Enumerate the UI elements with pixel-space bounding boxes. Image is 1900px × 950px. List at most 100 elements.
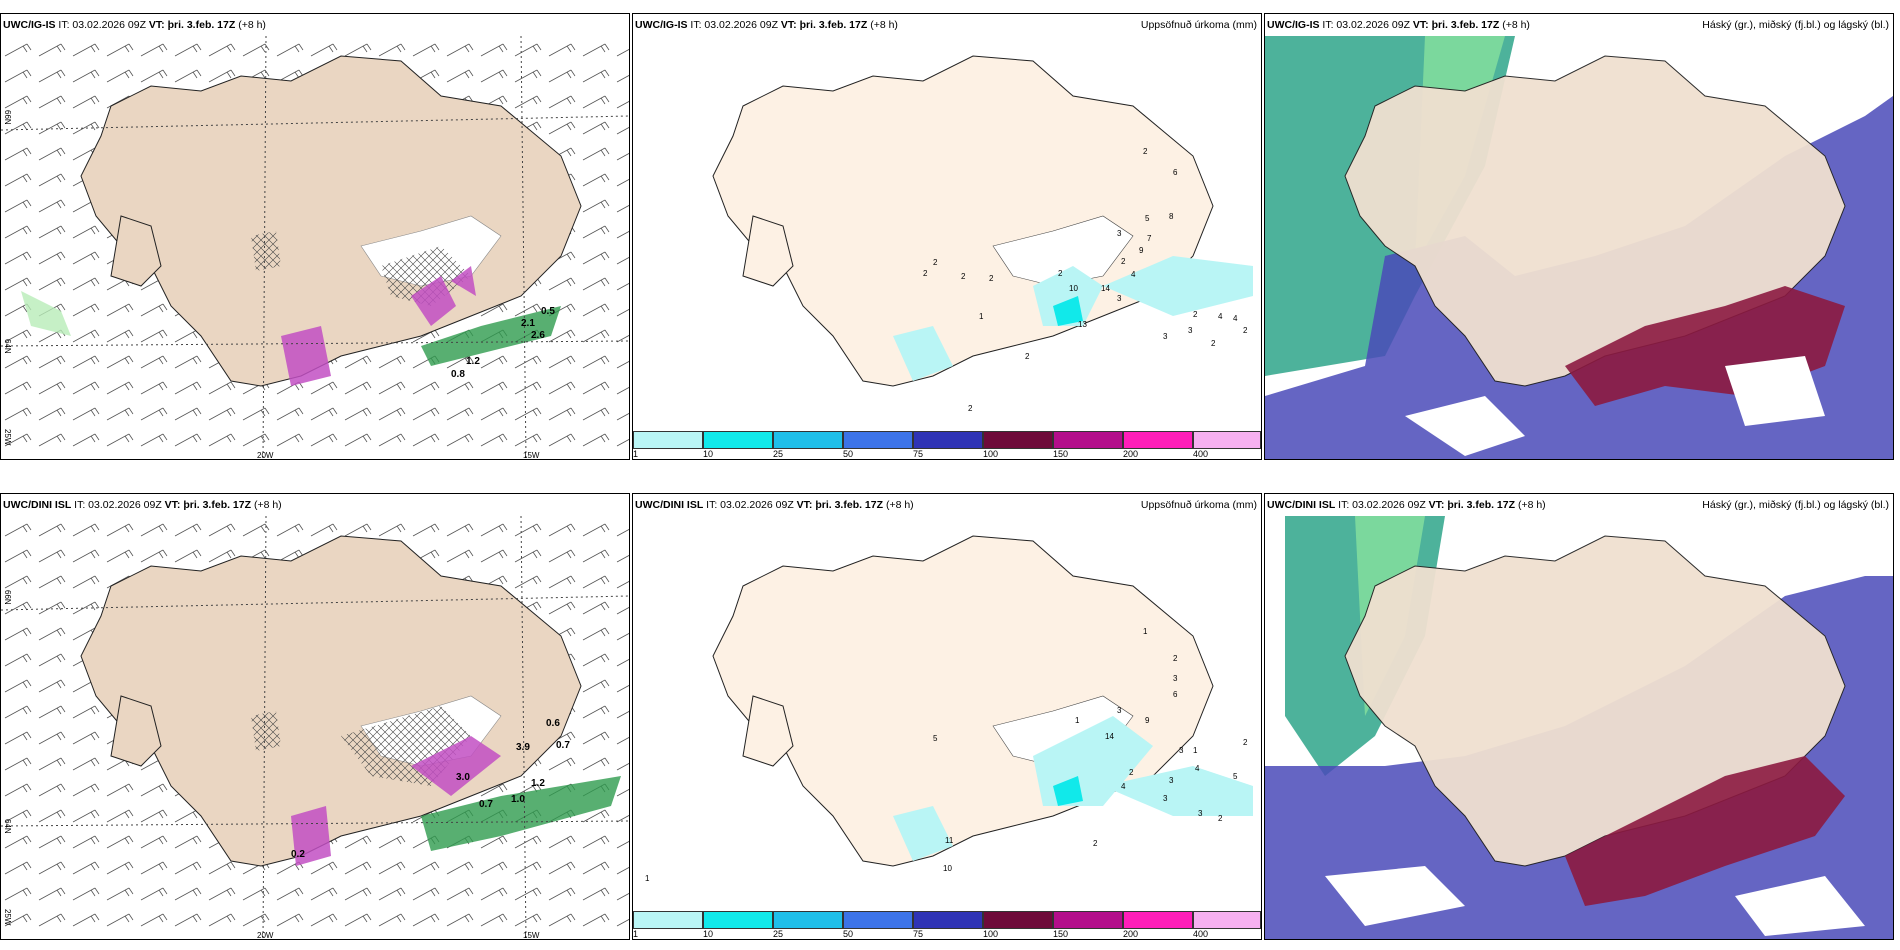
- lon-label: 15W: [523, 931, 540, 940]
- precip-colorbar: 1 10 25 50 75 100 150 200 400: [633, 911, 1261, 939]
- panel-header: UWC/DINI ISL IT: 03.02.2026 09Z VT: þri.…: [3, 499, 282, 511]
- wind-value-label: 2.6: [531, 330, 545, 341]
- colorbar-swatch: [983, 431, 1053, 449]
- colorbar-tick: 100: [983, 449, 999, 459]
- precip-value-label: 1: [645, 874, 650, 883]
- precip-value-label: 2: [1173, 654, 1178, 663]
- precip-value-label: 1: [1193, 746, 1198, 755]
- lat-label: 64N: [3, 819, 12, 834]
- cloud-map: [1265, 36, 1893, 459]
- precip-value-label: 2: [1243, 326, 1248, 335]
- precip-value-label: 3: [1169, 776, 1174, 785]
- precip-value-label: 10: [1069, 284, 1078, 293]
- wind-value-label: 3.0: [456, 772, 470, 783]
- precip-value-label: 9: [1145, 716, 1150, 725]
- precip-value-label: 2: [1093, 839, 1098, 848]
- cloud-panel-row1: UWC/IG-IS IT: 03.02.2026 09Z VT: þri. 3.…: [1264, 13, 1894, 460]
- precip-value-label: 4: [1218, 312, 1223, 321]
- precip-value-label: 4: [1121, 782, 1126, 791]
- wind-value-label: 1.2: [531, 778, 545, 789]
- precip-value-label: 2: [1121, 257, 1126, 266]
- colorbar-swatch: [913, 431, 983, 449]
- panel-header: UWC/DINI ISL IT: 03.02.2026 09Z VT: þri.…: [1267, 499, 1546, 511]
- precip-value-label: 11: [945, 836, 954, 845]
- colorbar-tick: 25: [773, 929, 784, 939]
- panel-title: Háský (gr.), miðský (fj.bl.) og lágský (…: [1702, 499, 1889, 511]
- panel-header: UWC/DINI ISL IT: 03.02.2026 09Z VT: þri.…: [635, 499, 914, 511]
- model-name: UWC/DINI ISL: [3, 499, 72, 511]
- precip-value-label: 9: [1139, 246, 1144, 255]
- colorbar-tick: 150: [1053, 929, 1069, 939]
- precip-value-label: 4: [1233, 314, 1238, 323]
- precip-value-label: 3: [1163, 794, 1168, 803]
- colorbar-tick: 400: [1193, 449, 1209, 459]
- precip-value-label: 3: [1188, 326, 1193, 335]
- colorbar-swatch: [983, 911, 1053, 929]
- colorbar-swatch: [633, 911, 703, 929]
- precip-value-label: 3: [1117, 229, 1122, 238]
- lat-label: 66N: [3, 590, 12, 605]
- colorbar-swatch: [1123, 431, 1193, 449]
- precip-value-label: 14: [1101, 284, 1110, 293]
- precip-value-label: 2: [989, 274, 994, 283]
- panel-title: Uppsöfnuð úrkoma (mm): [1140, 19, 1257, 31]
- colorbar-swatch: [703, 431, 773, 449]
- precip-value-label: 4: [1131, 270, 1136, 279]
- precip-value-label: 2: [933, 258, 938, 267]
- wind-value-label: 0.8: [451, 369, 465, 380]
- colorbar-tick: 200: [1123, 929, 1139, 939]
- precip-value-label: 2: [1243, 738, 1248, 747]
- colorbar-tick: 50: [843, 929, 854, 939]
- precip-value-label: 3: [1179, 746, 1184, 755]
- precip-value-label: 6: [1173, 690, 1178, 699]
- precip-value-label: 10: [943, 864, 952, 873]
- colorbar-tick: 10: [703, 929, 714, 939]
- precip-map: [633, 36, 1261, 459]
- precip-value-label: 2: [1193, 310, 1198, 319]
- lat-label: 64N: [3, 339, 12, 354]
- colorbar-swatch: [633, 431, 703, 449]
- colorbar-tick: 50: [843, 449, 854, 459]
- panel-header: UWC/IG-IS IT: 03.02.2026 09Z VT: þri. 3.…: [3, 19, 266, 31]
- colorbar-swatch: [843, 911, 913, 929]
- panel-header: UWC/IG-IS IT: 03.02.2026 09Z VT: þri. 3.…: [1267, 19, 1530, 31]
- precip-value-label: 2: [1058, 269, 1063, 278]
- cloud-panel-row2: UWC/DINI ISL IT: 03.02.2026 09Z VT: þri.…: [1264, 493, 1894, 940]
- precip-value-label: 13: [1078, 320, 1087, 329]
- wind-value-label: 3.9: [516, 742, 530, 753]
- lon-label: 25W: [3, 909, 12, 926]
- precip-map: [633, 516, 1261, 939]
- colorbar-tick: 100: [983, 929, 999, 939]
- panel-header: UWC/IG-IS IT: 03.02.2026 09Z VT: þri. 3.…: [635, 19, 898, 31]
- wind-panel-row2: UWC/DINI ISL IT: 03.02.2026 09Z VT: þri.…: [0, 493, 630, 940]
- wind-value-label: 0.5: [541, 306, 555, 317]
- precip-value-label: 14: [1105, 732, 1114, 741]
- lon-label: 25W: [3, 429, 12, 446]
- precip-value-label: 2: [1129, 768, 1134, 777]
- panel-title: Uppsöfnuð úrkoma (mm): [1140, 499, 1257, 511]
- model-name: UWC/IG-IS: [3, 19, 56, 31]
- colorbar-tick: 150: [1053, 449, 1069, 459]
- precip-value-label: 2: [1218, 814, 1223, 823]
- colorbar-swatch: [1193, 911, 1261, 929]
- colorbar-tick: 1: [633, 929, 639, 939]
- lon-label: 20W: [257, 931, 274, 940]
- panel-title: Háský (gr.), miðský (fj.bl.) og lágský (…: [1702, 19, 1889, 31]
- colorbar-swatch: [1053, 911, 1123, 929]
- wind-panel-row1: UWC/IG-IS IT: 03.02.2026 09Z VT: þri. 3.…: [0, 13, 630, 460]
- colorbar-tick: 75: [913, 449, 924, 459]
- colorbar-swatch: [843, 431, 913, 449]
- precip-value-label: 2: [1025, 352, 1030, 361]
- precip-colorbar: 1 10 25 50 75 100 150 200 400: [633, 431, 1261, 459]
- precip-value-label: 3: [1163, 332, 1168, 341]
- lat-label: 66N: [3, 110, 12, 125]
- colorbar-swatch: [913, 911, 983, 929]
- precip-value-label: 3: [1173, 674, 1178, 683]
- colorbar-tick: 200: [1123, 449, 1139, 459]
- wind-value-label: 0.6: [546, 718, 560, 729]
- wind-value-label: 1.2: [466, 356, 480, 367]
- wind-map: [1, 516, 629, 939]
- precip-value-label: 6: [1173, 168, 1178, 177]
- precip-value-label: 2: [1211, 339, 1216, 348]
- precip-value-label: 3: [1117, 706, 1122, 715]
